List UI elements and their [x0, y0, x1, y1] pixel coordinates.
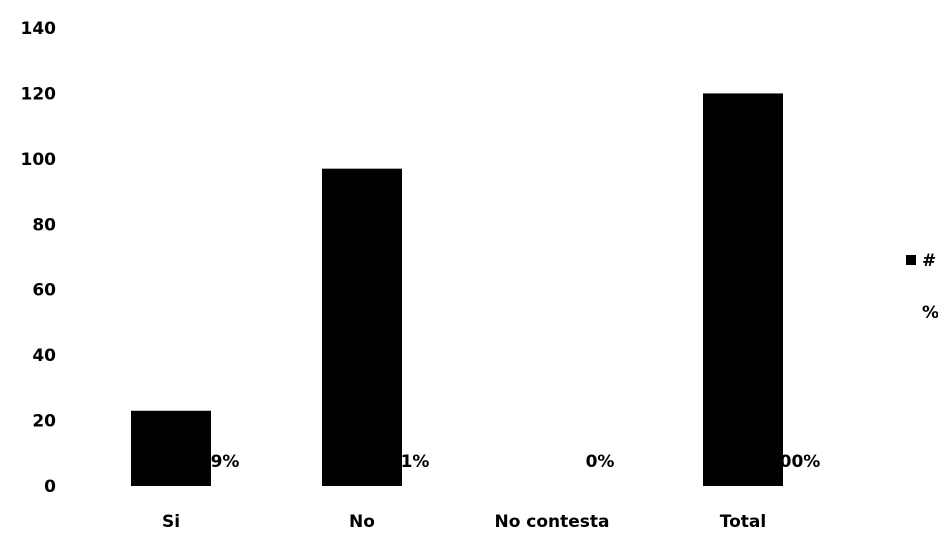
data-label-percent: 1%: [401, 452, 430, 472]
y-tick-label: 60: [32, 281, 56, 301]
y-axis-ticks: 0 20 40 60 80 100 120 140: [21, 19, 57, 497]
y-tick-label: 100: [21, 150, 57, 170]
bars-percent-series: [213, 158, 787, 486]
bar-count-total: [703, 93, 783, 486]
y-tick-label: 0: [44, 477, 56, 497]
x-category-label: Total: [720, 512, 766, 532]
bars-count-series: [131, 93, 783, 486]
legend-swatch-count: [906, 255, 916, 265]
data-label-percent: 9%: [211, 452, 240, 472]
x-category-label: No contesta: [494, 512, 609, 532]
bar-percent-total: [785, 158, 787, 486]
y-tick-label: 120: [21, 84, 57, 104]
x-axis-labels: Si No No contesta Total: [162, 512, 766, 532]
y-tick-label: 140: [21, 19, 57, 39]
data-labels: 9% 1% 0% 00%: [211, 452, 821, 472]
bar-percent-no: [404, 221, 406, 486]
y-tick-label: 80: [32, 215, 56, 235]
y-tick-label: 20: [32, 412, 56, 432]
bar-count-no: [322, 168, 402, 486]
legend-label-count: #: [922, 251, 936, 271]
x-category-label: No: [349, 512, 375, 532]
bar-percent-si: [213, 423, 215, 486]
legend: # %: [906, 251, 938, 323]
data-label-percent: 0%: [586, 452, 615, 472]
bar-count-si: [131, 410, 211, 486]
x-category-label: Si: [162, 512, 180, 532]
y-tick-label: 40: [32, 346, 56, 366]
legend-label-percent: %: [922, 303, 938, 323]
data-label-percent: 00%: [780, 452, 821, 472]
